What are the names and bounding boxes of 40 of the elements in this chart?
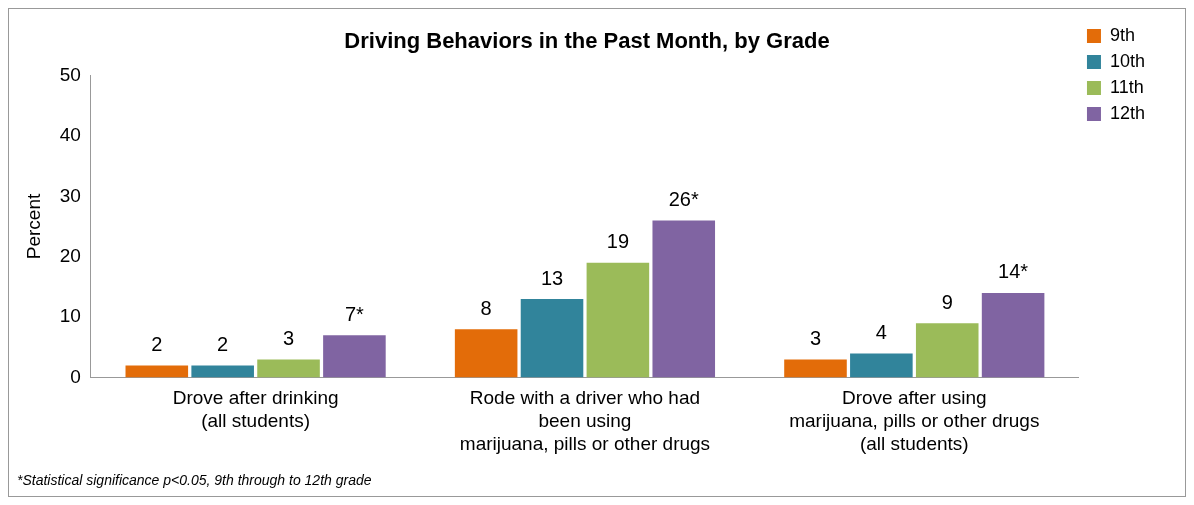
data-label: 3 — [282, 326, 295, 349]
y-tick-label: 40 — [59, 124, 81, 146]
x-tick-label: Rode with a driver who had been using marijuana, pills or other drugs — [459, 387, 711, 454]
chart-title: Driving Behaviors in the Past Month, by Grade — [344, 28, 830, 54]
bar — [191, 365, 254, 378]
data-label: 8 — [480, 296, 492, 319]
data-label: 9 — [941, 290, 953, 313]
legend-label: 9th — [1109, 24, 1135, 45]
bar — [125, 365, 189, 378]
legend-label: 10th — [1109, 50, 1146, 71]
y-tick-label: 50 — [59, 63, 81, 85]
y-axis-title: Percent — [22, 193, 44, 260]
text: *Statistical significance p<0.05, 9th through to 12th grade — [17, 471, 372, 488]
bar — [850, 353, 913, 378]
data-label: 2 — [151, 333, 163, 356]
bar — [981, 292, 1045, 378]
legend-label: 11th — [1109, 76, 1144, 97]
bar — [454, 329, 518, 378]
data-label: 4 — [875, 320, 887, 343]
bar — [915, 323, 979, 378]
data-label: 14* — [998, 260, 1029, 283]
bar — [784, 359, 847, 378]
data-label: 19 — [606, 230, 630, 253]
y-tick-label: 20 — [59, 244, 81, 266]
bar — [520, 299, 584, 378]
bar — [323, 335, 386, 378]
bar — [586, 262, 650, 378]
x-tick-label: Drove after drinking (all students) — [172, 387, 339, 432]
data-label: 3 — [809, 326, 822, 349]
data-label: 2 — [217, 333, 229, 356]
y-tick-label: 0 — [70, 365, 81, 387]
data-label: 13 — [540, 266, 564, 289]
data-label: 7* — [344, 302, 365, 325]
bar — [257, 359, 320, 378]
x-tick-label: Drove after using marijuana, pills or other drugs (all students) — [789, 387, 1040, 454]
bar — [652, 220, 716, 378]
y-tick-label: 10 — [59, 305, 81, 327]
y-tick-label: 30 — [59, 184, 81, 206]
data-label: 26* — [668, 187, 699, 210]
legend-label: 12th — [1109, 102, 1146, 123]
